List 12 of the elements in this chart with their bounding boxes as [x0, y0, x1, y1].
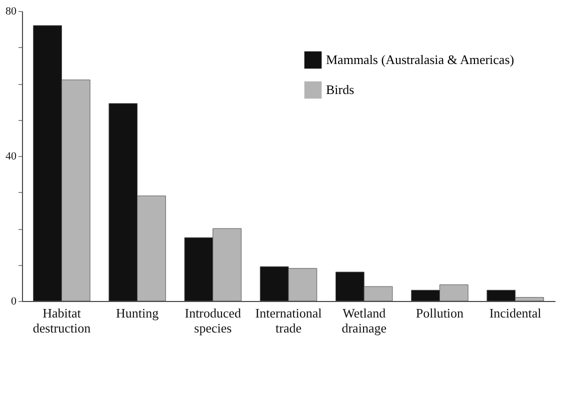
x-tick-label: Incidental: [489, 306, 542, 320]
x-tick-label: Introduced species: [184, 306, 242, 336]
y-tick-label: 80: [6, 6, 17, 18]
x-tick-label: Pollution: [416, 306, 464, 320]
y-tick-label: 40: [6, 150, 17, 162]
legend-label: Birds: [326, 82, 354, 97]
y-tick-label: 0: [11, 296, 17, 308]
x-tick-label: Wetland drainage: [342, 306, 387, 336]
x-tick-label: Habitat destruction: [32, 306, 92, 336]
x-tick-label: International trade: [255, 306, 322, 336]
x-tick-label: Hunting: [116, 306, 160, 320]
legend-label: Mammals (Australasia & Americas): [326, 52, 514, 67]
